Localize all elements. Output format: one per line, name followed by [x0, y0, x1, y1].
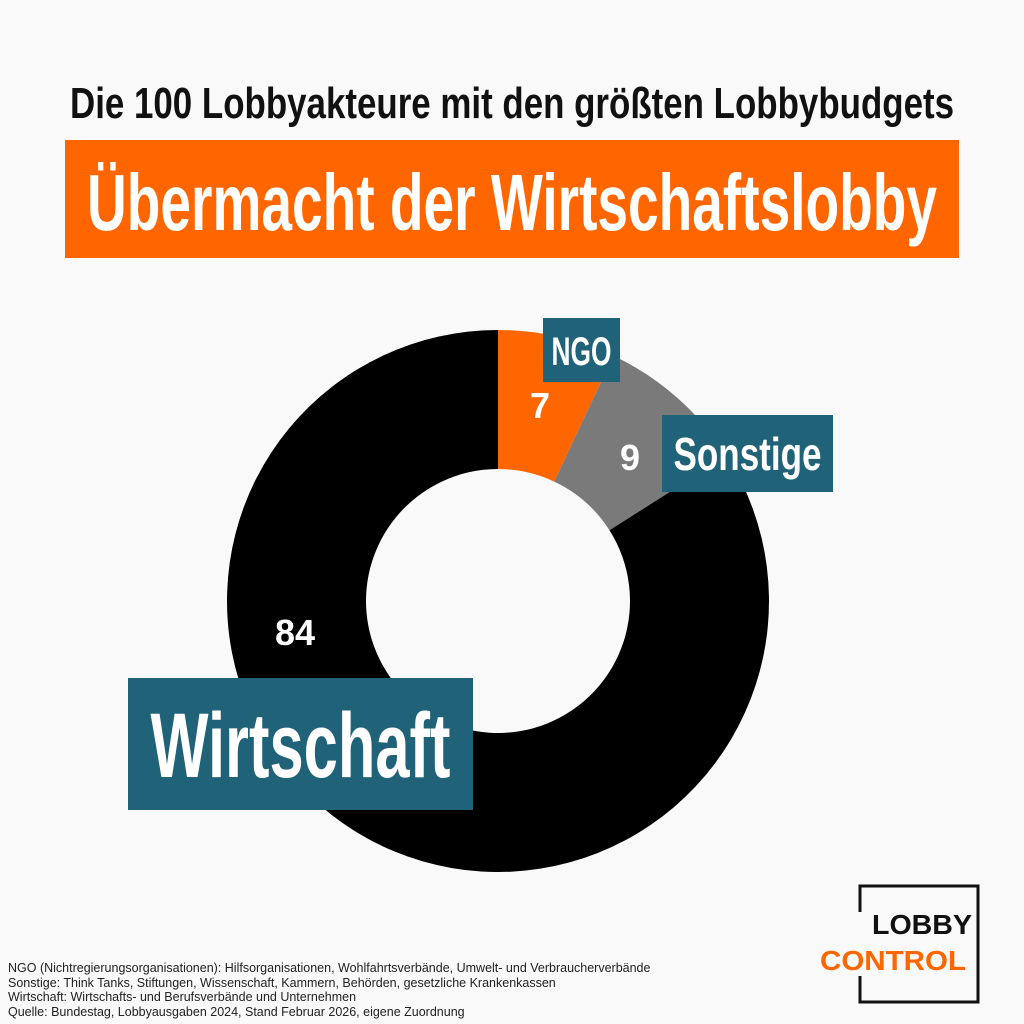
chart-supertitle: Die 100 Lobbyakteure mit den größten Lob…: [0, 72, 1024, 134]
footnotes: NGO (Nichtregierungsorganisationen): Hil…: [8, 961, 768, 1019]
donut-slice-sonstige: [554, 355, 727, 531]
footnote: Wirtschaft: Wirtschafts- und Berufsverbä…: [8, 990, 357, 1004]
logo-text: CONTROL: [820, 945, 966, 976]
category-label-wirtschaft: Wirtschaft: [128, 678, 473, 810]
category-label-text: Sonstige: [674, 428, 822, 480]
value-label-sonstige: 9: [619, 437, 641, 478]
chart-title: Übermacht der Wirtschaftslobby: [87, 158, 937, 247]
chart-title-banner: Übermacht der Wirtschaftslobby: [65, 140, 959, 258]
footnote: NGO (Nichtregierungsorganisationen): Hil…: [8, 961, 651, 975]
category-label-text: NGO: [552, 330, 612, 374]
category-label-ngo: NGO: [543, 318, 620, 382]
supertitle-text: Die 100 Lobbyakteure mit den größten Lob…: [70, 79, 954, 128]
logo-text: LOBBY: [872, 909, 972, 940]
value-label-ngo: 7: [529, 385, 551, 426]
category-label-sonstige: Sonstige: [662, 415, 833, 492]
footnote: Sonstige: Think Tanks, Stiftungen, Wisse…: [8, 975, 556, 990]
category-label-text: Wirtschaft: [151, 695, 451, 797]
value-label-wirtschaft: 84: [274, 612, 316, 653]
lobbycontrol-logo: LOBBY CONTROL: [818, 884, 980, 1004]
footnote-source: Quelle: Bundestag, Lobbyausgaben 2024, S…: [8, 1004, 465, 1019]
